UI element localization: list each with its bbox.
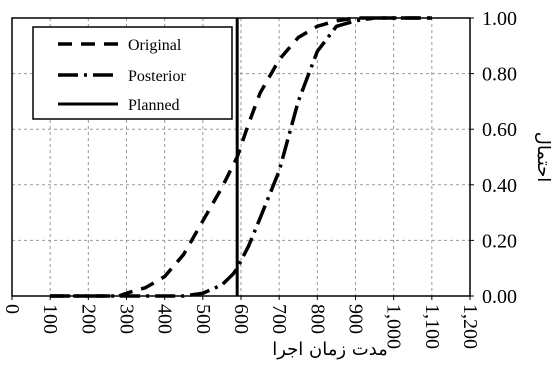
x-tick-label-8: 800	[306, 304, 328, 334]
x-tick-label-12: 1,200	[459, 304, 481, 349]
y-tick-label-0: 0.00	[482, 286, 517, 308]
legend-label-original: Original	[128, 37, 182, 54]
x-tick-label-5: 500	[192, 304, 214, 334]
x-tick-label-10: 1,000	[383, 304, 405, 349]
x-axis-label: مدت زمان اجرا	[272, 339, 388, 360]
y-axis-ticks: 0.00 0.20 0.40 0.60 0.80 1.00	[470, 8, 517, 308]
grid	[12, 18, 470, 296]
y-axis-label: احتمال	[533, 132, 551, 183]
y-tick-label-1: 0.20	[482, 230, 517, 252]
x-tick-label-0: 0	[1, 304, 23, 314]
y-tick-label-5: 1.00	[482, 8, 517, 30]
x-tick-label-9: 900	[345, 304, 367, 334]
y-tick-label-3: 0.60	[482, 119, 517, 141]
x-tick-label-3: 300	[116, 304, 138, 334]
x-axis-ticks: 0 100 200 300 400 500 600 700 800 900 1,000 1,100 1,…	[1, 296, 481, 349]
x-tick-label-1: 100	[39, 304, 61, 334]
y-tick-label-2: 0.40	[482, 175, 517, 197]
y-tick-label-4: 0.80	[482, 64, 517, 86]
x-tick-label-7: 700	[268, 304, 290, 334]
x-tick-label-4: 400	[154, 304, 176, 334]
x-tick-label-6: 600	[230, 304, 252, 334]
legend: Original Posterior Planned	[32, 26, 233, 120]
x-tick-label-2: 200	[77, 304, 99, 334]
x-tick-label-11: 1,100	[421, 304, 443, 349]
legend-label-planned: Planned	[128, 97, 180, 114]
legend-label-posterior: Posterior	[128, 68, 186, 85]
